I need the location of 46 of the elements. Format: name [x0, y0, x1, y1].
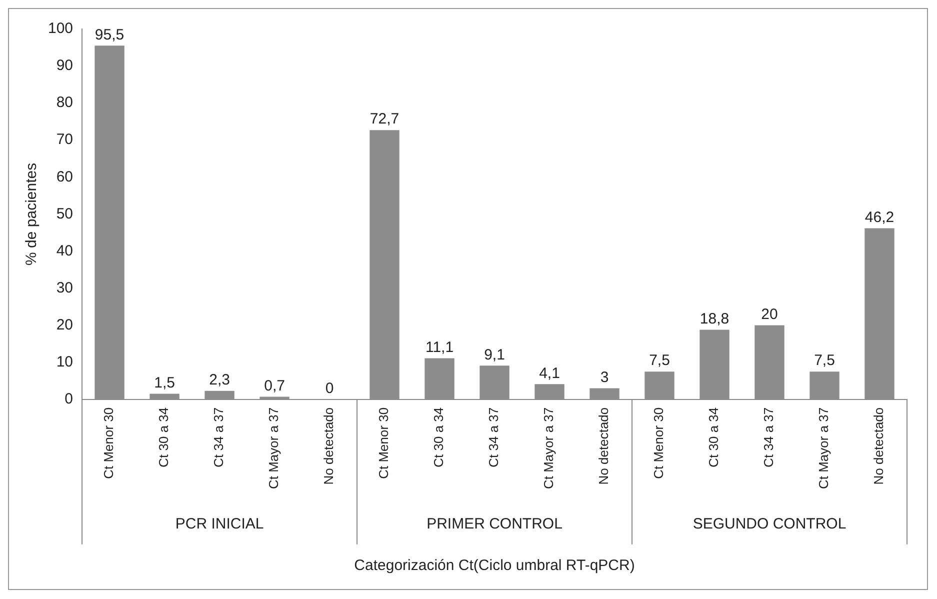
x-tick-label: Ct 34 a 37: [761, 407, 776, 468]
data-label: 3: [600, 368, 609, 386]
y-tick-label: 60: [56, 168, 74, 186]
y-tick-label: 10: [56, 353, 74, 370]
y-tick-label: 80: [56, 94, 74, 112]
x-axis-title: Categorización Ct(Ciclo umbral RT-qPCR): [354, 557, 635, 574]
data-label: 7,5: [814, 352, 835, 370]
y-tick-label: 100: [48, 20, 74, 38]
data-label: 1,5: [154, 374, 175, 392]
x-tick-label: Ct 30 a 34: [431, 407, 446, 468]
x-tick-label: Ct Menor 30: [651, 407, 666, 479]
x-tick-label: Ct 30 a 34: [706, 407, 722, 468]
data-label: 0: [325, 380, 334, 397]
y-tick-label: 70: [56, 131, 74, 148]
y-tick-label: 20: [56, 316, 74, 334]
text: SEGUNDO CONTROL: [692, 515, 846, 532]
data-label: 4,1: [539, 364, 560, 382]
y-tick-label: 50: [56, 205, 74, 222]
data-label: 46,2: [864, 208, 894, 226]
data-label: 7,5: [649, 352, 670, 370]
data-label: 9,1: [484, 346, 505, 364]
data-label: 20: [761, 306, 778, 323]
x-tick-label: Ct Mayor a 37: [816, 407, 832, 490]
y-axis-title: % de pacientes: [23, 162, 40, 266]
x-tick-label: No detectado: [871, 407, 886, 485]
y-tick-label: 30: [56, 279, 74, 296]
x-tick-label: Ct Mayor a 37: [541, 407, 556, 490]
text: PCR INICIAL: [175, 515, 264, 532]
text: PRIMER CONTROL: [426, 515, 562, 532]
x-tick-label: Ct 30 a 34: [156, 407, 172, 468]
x-tick-label: Ct Menor 30: [101, 407, 116, 479]
x-tick-label: No detectado: [321, 407, 336, 485]
x-tick-label: Ct Menor 30: [376, 407, 392, 479]
x-tick-label: Ct 34 a 37: [211, 407, 226, 468]
data-label: 18,8: [700, 310, 730, 328]
x-tick-label: Ct Mayor a 37: [266, 407, 282, 490]
data-label: 95,5: [94, 26, 124, 44]
x-tick-label: Ct 34 a 37: [486, 407, 502, 468]
data-label: 0,7: [264, 377, 285, 394]
data-label: 72,7: [370, 110, 400, 128]
y-tick-label: 90: [56, 57, 74, 74]
y-tick-label: 0: [64, 390, 74, 408]
data-label: 11,1: [425, 338, 454, 356]
x-tick-label: No detectado: [596, 407, 612, 485]
data-label: 2,3: [209, 371, 230, 388]
y-tick-label: 40: [56, 242, 74, 260]
